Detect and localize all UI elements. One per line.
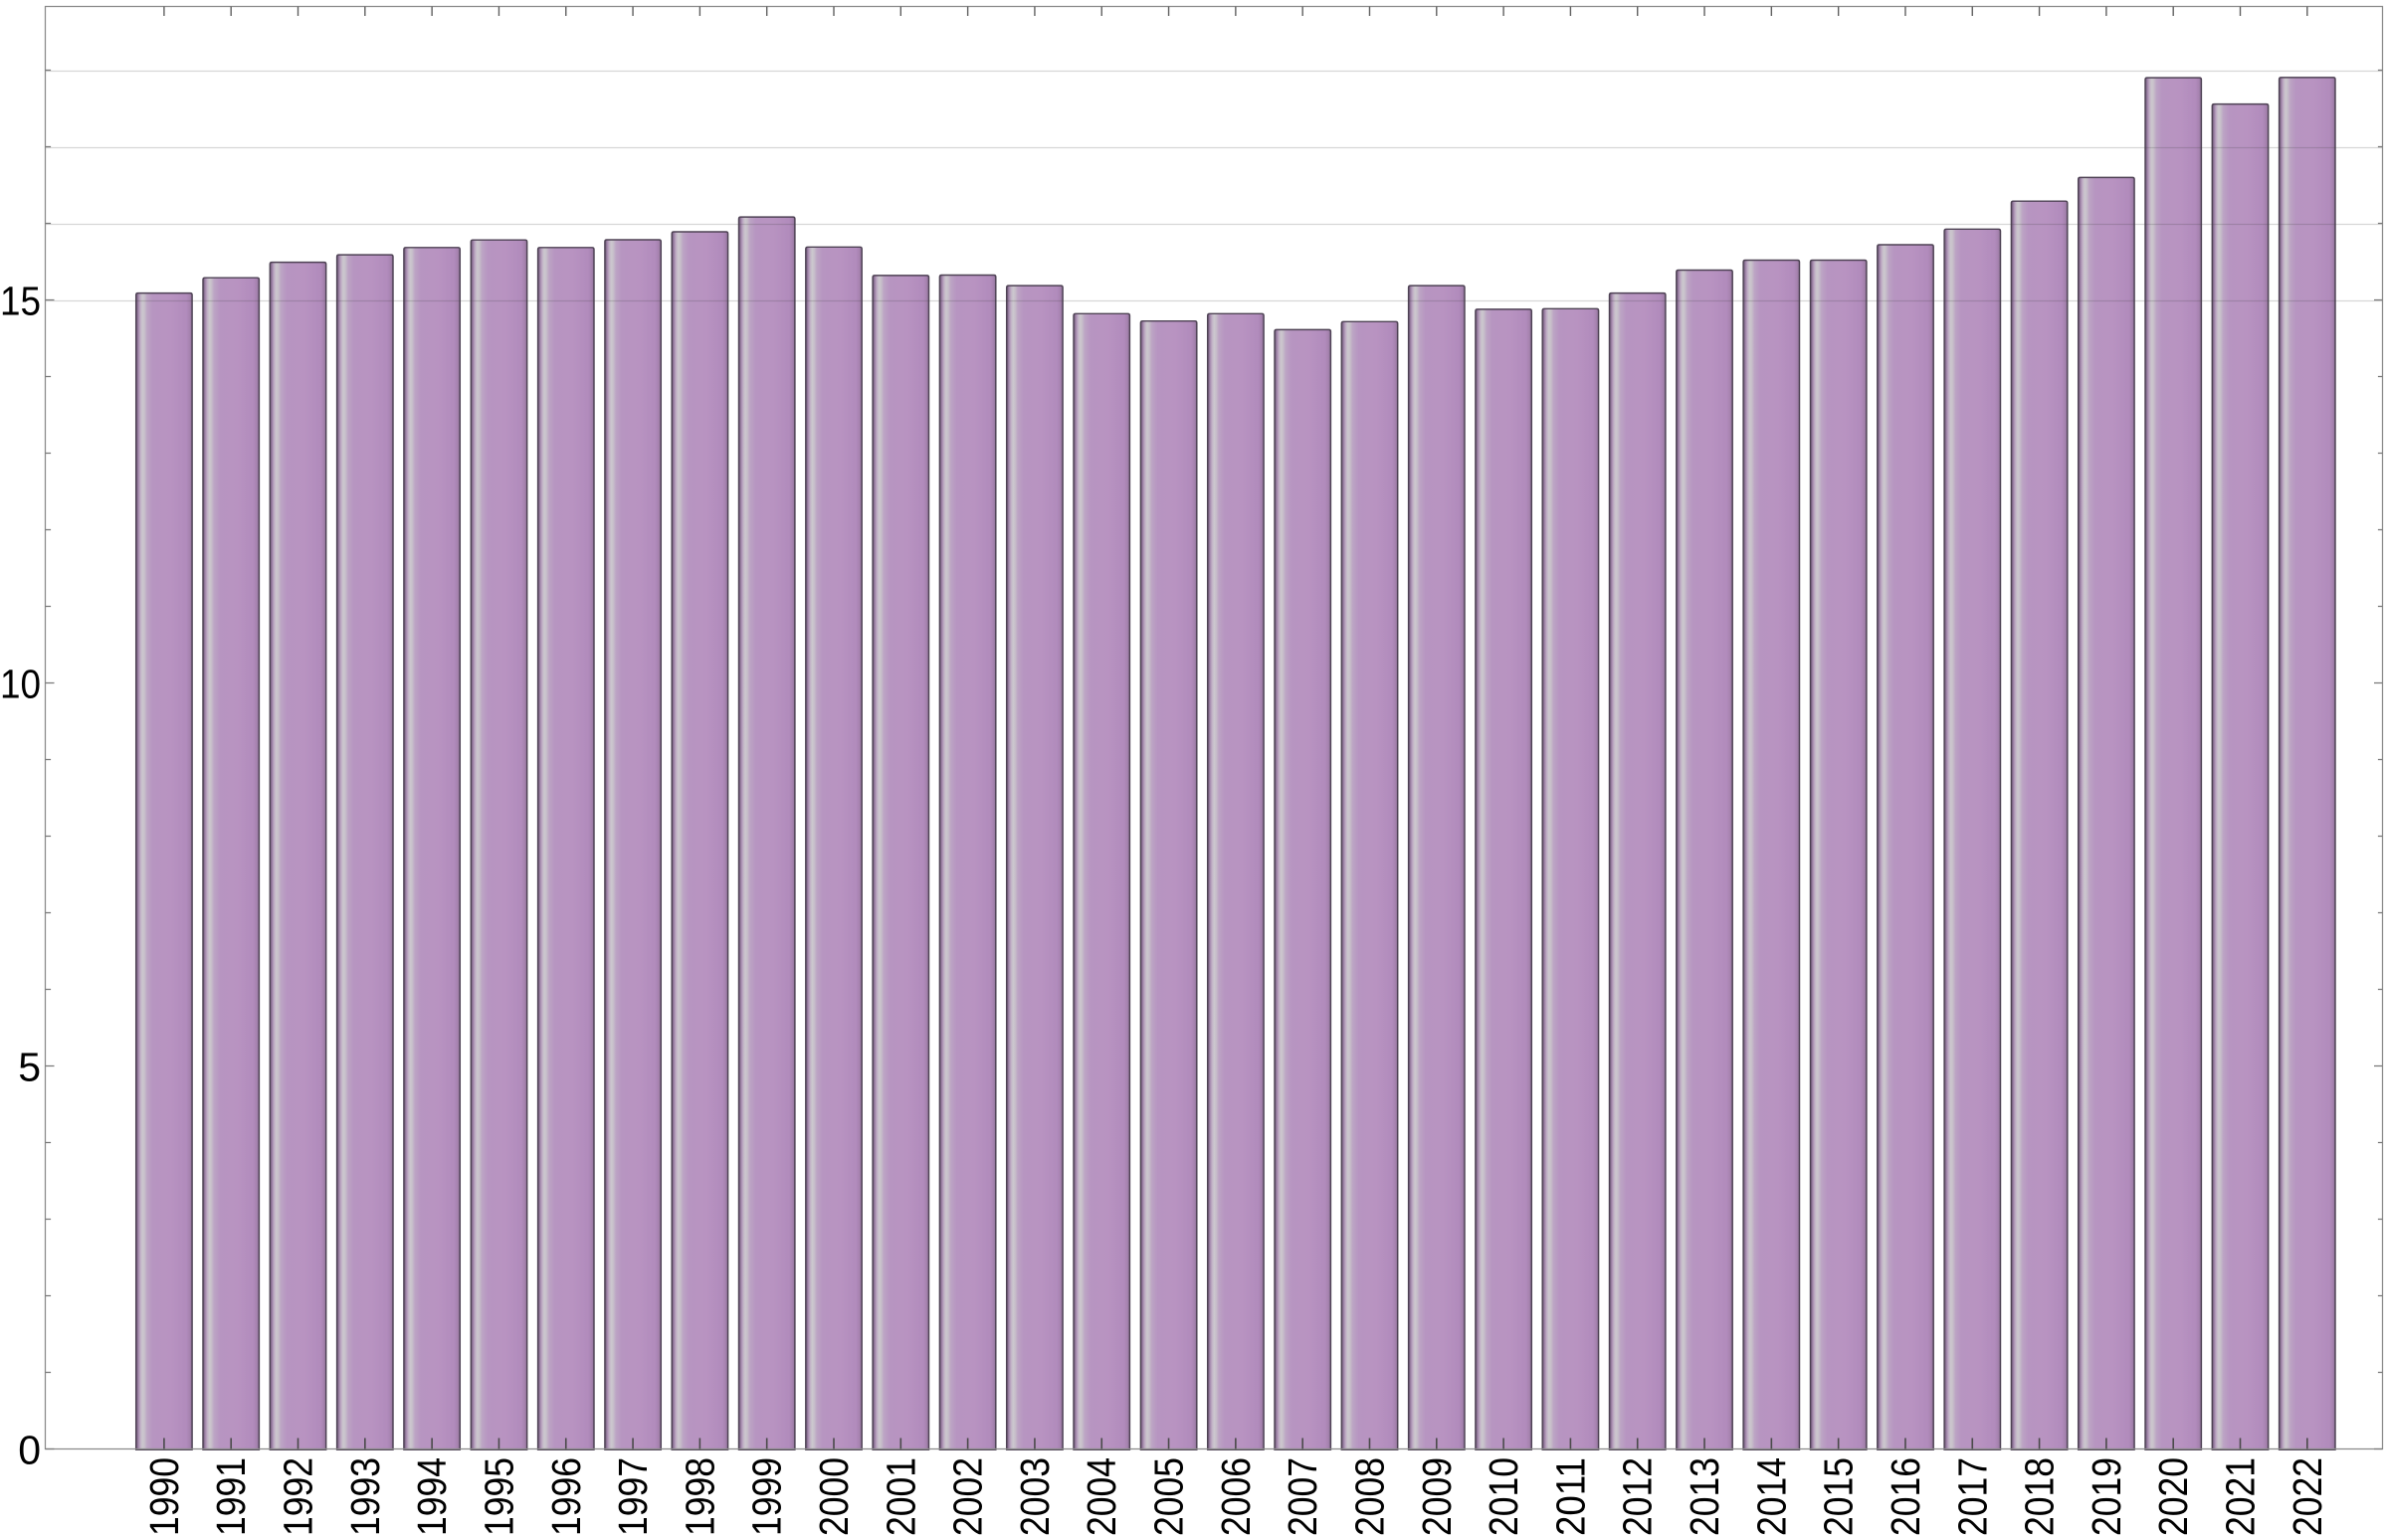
svg-text:2000: 2000 <box>811 1457 857 1536</box>
svg-text:2020: 2020 <box>2150 1457 2196 1536</box>
svg-text:1991: 1991 <box>208 1457 254 1536</box>
svg-text:0: 0 <box>18 1428 41 1473</box>
svg-text:15: 15 <box>0 279 41 324</box>
svg-text:2005: 2005 <box>1146 1457 1192 1536</box>
svg-text:2001: 2001 <box>878 1457 923 1536</box>
svg-text:2019: 2019 <box>2084 1457 2129 1536</box>
svg-text:2017: 2017 <box>1949 1457 1995 1536</box>
svg-text:1992: 1992 <box>276 1457 321 1536</box>
svg-text:2022: 2022 <box>2285 1457 2330 1536</box>
svg-text:1996: 1996 <box>543 1457 589 1536</box>
svg-text:2006: 2006 <box>1213 1457 1259 1536</box>
svg-text:2008: 2008 <box>1347 1457 1393 1536</box>
svg-text:2011: 2011 <box>1547 1457 1593 1536</box>
svg-text:2015: 2015 <box>1816 1457 1862 1536</box>
svg-text:2016: 2016 <box>1883 1457 1928 1536</box>
svg-text:2007: 2007 <box>1280 1457 1325 1536</box>
svg-text:5: 5 <box>18 1045 41 1090</box>
svg-text:2013: 2013 <box>1682 1457 1727 1536</box>
svg-text:1998: 1998 <box>677 1457 722 1536</box>
svg-text:10: 10 <box>0 662 41 707</box>
svg-text:2021: 2021 <box>2218 1457 2264 1536</box>
svg-text:1990: 1990 <box>141 1457 187 1536</box>
svg-text:2002: 2002 <box>945 1457 991 1536</box>
svg-text:2003: 2003 <box>1012 1457 1058 1536</box>
svg-text:2014: 2014 <box>1748 1457 1794 1536</box>
svg-text:1994: 1994 <box>409 1457 455 1536</box>
svg-text:1995: 1995 <box>477 1457 522 1536</box>
svg-text:2009: 2009 <box>1414 1457 1460 1536</box>
svg-text:1993: 1993 <box>342 1457 388 1536</box>
svg-text:2010: 2010 <box>1481 1457 1526 1536</box>
svg-text:2018: 2018 <box>2017 1457 2063 1536</box>
svg-text:2012: 2012 <box>1615 1457 1661 1536</box>
svg-text:2004: 2004 <box>1079 1457 1124 1536</box>
svg-text:1997: 1997 <box>610 1457 656 1536</box>
svg-text:1999: 1999 <box>744 1457 790 1536</box>
